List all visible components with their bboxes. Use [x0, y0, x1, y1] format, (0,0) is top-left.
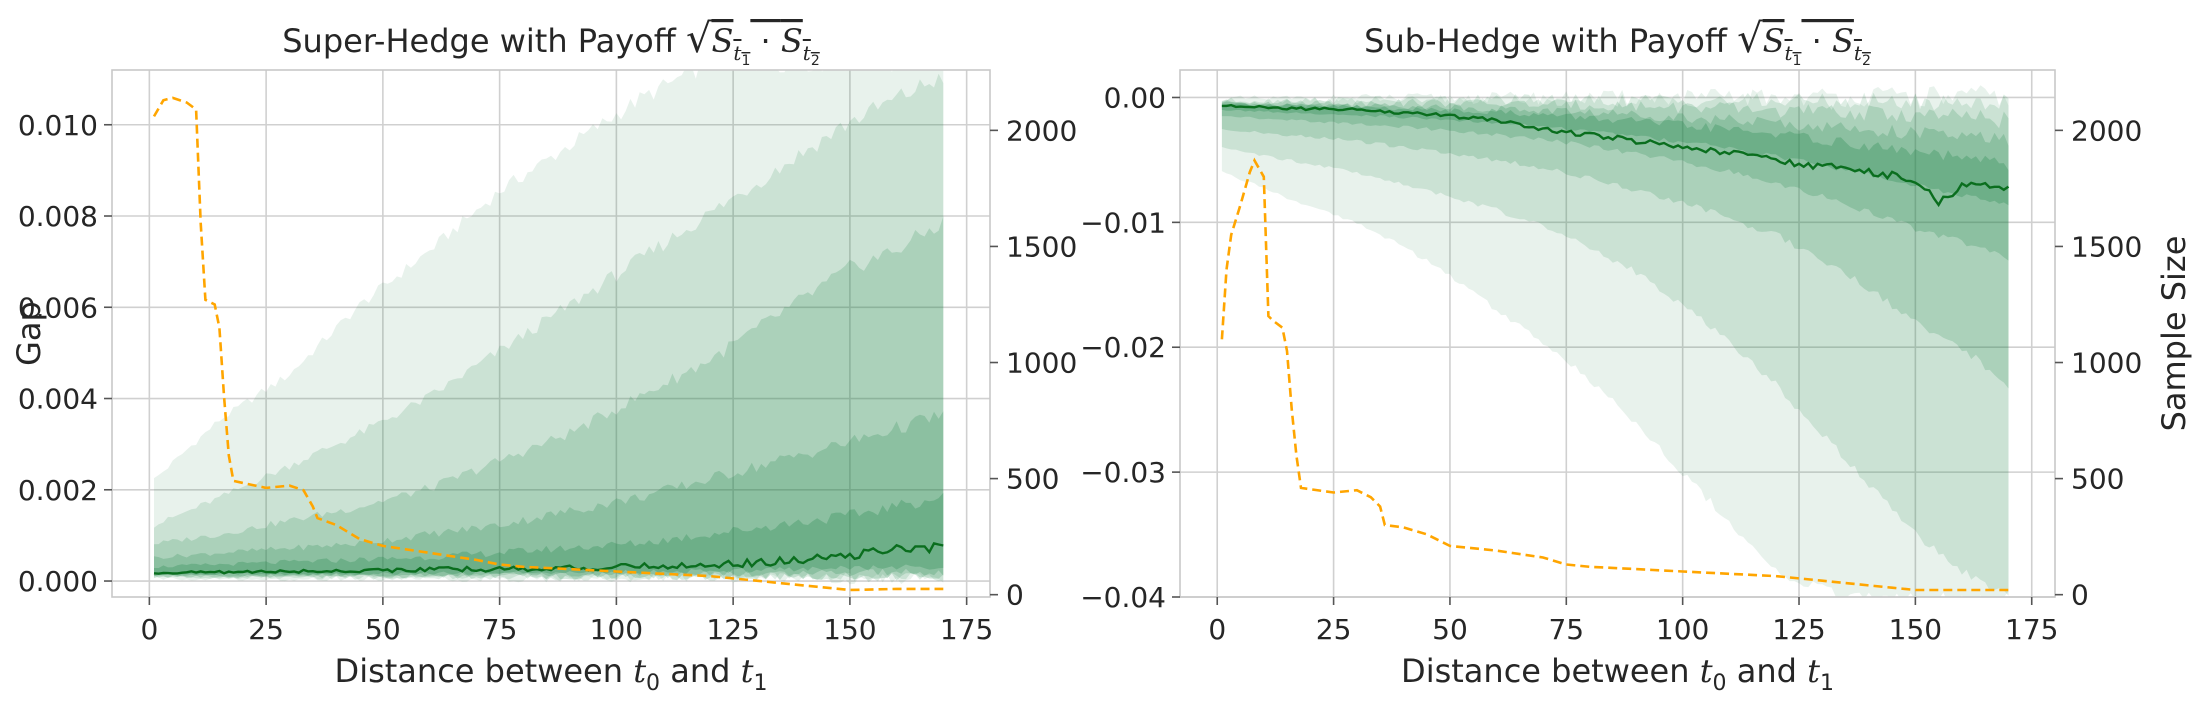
y2-axis: 0 500 1000 1500 2000 [990, 114, 1077, 612]
plot-frame [1179, 69, 2056, 598]
y2-tick-label: 500 [2071, 463, 2124, 496]
y2-axis: 0 500 1000 1500 2000 [2055, 114, 2142, 612]
y-tick-label: 0.00 [1104, 81, 1166, 114]
y-tick-label: −0.03 [1080, 456, 1166, 489]
sample-size-line [152, 96, 944, 592]
y2-tick-label: 1000 [2071, 347, 2142, 380]
x-tick-label: 0 [140, 613, 158, 646]
quantile-band-3 [154, 216, 944, 581]
y2-tick-label: 500 [1006, 463, 1059, 496]
quantile-band-3 [1221, 98, 2009, 389]
y-tick-label: −0.01 [1080, 206, 1166, 239]
plot-frame [111, 69, 991, 598]
x-axis: 0 25 50 75 100 125 150 175 [1208, 597, 2058, 646]
y-axis-label: Gap [10, 301, 48, 366]
x-tick-label: 25 [248, 613, 284, 646]
quantile-band-2 [154, 73, 944, 583]
y2-axis-label: Sample Size [2155, 236, 2193, 432]
x-tick-label: 125 [1772, 613, 1825, 646]
y2-tick-label: 2000 [2071, 114, 2142, 147]
x-tick-label: 50 [1432, 613, 1468, 646]
y-tick-label: −0.02 [1080, 331, 1166, 364]
y-axis: 0.000 0.002 0.004 0.006 0.008 0.010 [18, 109, 112, 598]
x-axis: 0 25 50 75 100 125 150 175 [140, 597, 993, 646]
y2-tick-label: 2000 [1006, 114, 1077, 147]
quantile-band-4 [1221, 101, 2009, 261]
y2-tick-label: 1000 [1006, 347, 1077, 380]
x-axis-label: Distance between t0 and t1 [1401, 652, 1834, 696]
x-tick-label: 75 [482, 613, 518, 646]
y-tick-label: 0.008 [18, 200, 98, 233]
x-tick-label: 25 [1316, 613, 1352, 646]
x-tick-label: 175 [2005, 613, 2058, 646]
quantile-band-2 [1221, 92, 2009, 596]
grid [112, 70, 990, 597]
grid [1180, 70, 2055, 598]
y-axis: −0.04 −0.03 −0.02 −0.01 0.00 [1080, 81, 1180, 614]
y-tick-label: 0.010 [18, 109, 98, 142]
chart-title: Sub-Hedge with Payoff √St1 · St2 [1364, 16, 1871, 69]
quantile-band-4 [154, 411, 944, 577]
x-tick-label: 75 [1548, 613, 1584, 646]
x-tick-label: 150 [1889, 613, 1942, 646]
y-tick-label: 0.006 [18, 291, 98, 324]
x-tick-label: 50 [365, 613, 401, 646]
quantile-band-5 [1221, 103, 2009, 206]
x-tick-label: 100 [1656, 613, 1709, 646]
quantile-bands [154, 70, 944, 585]
quantile-band-5 [154, 492, 944, 576]
quantile-bands [1221, 85, 2009, 597]
y-tick-label: −0.04 [1080, 581, 1166, 614]
y2-tick-label: 1500 [1006, 230, 1077, 263]
x-tick-label: 0 [1208, 613, 1226, 646]
y-tick-label: 0.000 [18, 565, 98, 598]
y2-tick-label: 1500 [2071, 230, 2142, 263]
x-tick-label: 175 [940, 613, 993, 646]
quantile-band-1 [1221, 85, 2009, 597]
quantile-band-1 [154, 70, 944, 585]
super-chart: 0 25 50 75 100 125 150 1750.0000.0020.0040.0060… [10, 16, 1077, 696]
chart-title: Super-Hedge with Payoff √St1 · St2 [282, 16, 820, 69]
x-tick-label: 100 [590, 613, 643, 646]
sub-chart: 0 25 50 75 100 125 150 175 −0.04 −0.03 −0.02 −0.01 0… [1080, 16, 2193, 696]
y2-tick-label: 0 [1006, 579, 1024, 612]
y-tick-label: 0.002 [18, 474, 98, 507]
median-gap-line [153, 542, 944, 575]
median-gap-line [1221, 103, 2010, 208]
y2-tick-label: 0 [2071, 579, 2089, 612]
x-tick-label: 125 [706, 613, 759, 646]
sample-size-line [1220, 157, 2009, 592]
x-tick-label: 150 [823, 613, 876, 646]
y-tick-label: 0.004 [18, 383, 98, 416]
x-axis-label: Distance between t0 and t1 [335, 652, 768, 696]
